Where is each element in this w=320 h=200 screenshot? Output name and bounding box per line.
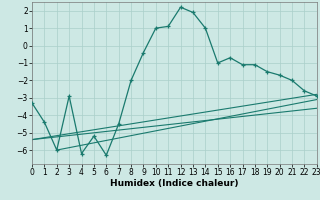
X-axis label: Humidex (Indice chaleur): Humidex (Indice chaleur)	[110, 179, 239, 188]
